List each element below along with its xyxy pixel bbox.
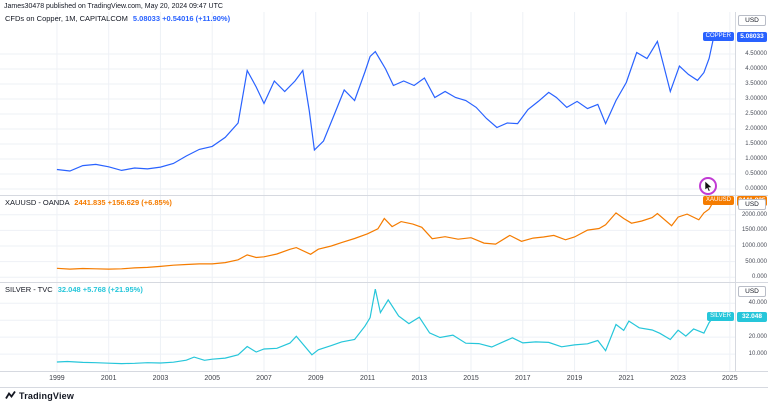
- tradingview-logo-icon: [5, 390, 16, 399]
- price-tick-label: 40.000: [748, 300, 767, 307]
- symbol-label: SILVER: [707, 312, 734, 322]
- time-tick-label: 2005: [204, 375, 220, 382]
- time-tick-label: 2023: [670, 375, 686, 382]
- price-tick-label: 4.00000: [745, 66, 767, 72]
- attribution-text: James30478 published on TradingView.com,…: [4, 2, 223, 10]
- time-tick-label: 2013: [411, 375, 428, 382]
- price-tick-label: 2.50000: [745, 111, 767, 117]
- copper-legend: CFDs on Copper, 1M, CAPITALCOM 5.08033 +…: [5, 14, 230, 23]
- silver-legend: SILVER - TVC 32.048 +5.768 (+21.95%): [5, 285, 143, 294]
- mouse-cursor-icon: [704, 180, 713, 192]
- price-tick-label: 1500.000: [741, 227, 767, 234]
- price-tick-label: 2000.000: [741, 211, 767, 218]
- gold-legend-title: XAUUSD - OANDA: [5, 198, 70, 207]
- price-tick-label: 3.50000: [745, 81, 767, 87]
- price-tick-label: 0.00000: [745, 186, 767, 192]
- gold-legend-values: 2441.835 +156.629 (+6.85%): [74, 198, 172, 207]
- gold-plot-area[interactable]: XAUUSD - OANDA 2441.835 +156.629 (+6.85%…: [0, 196, 735, 282]
- price-tick-label: 4.50000: [745, 51, 767, 57]
- silver-plot-area[interactable]: SILVER - TVC 32.048 +5.768 (+21.95%) SIL…: [0, 283, 735, 371]
- cursor-annotation: [699, 177, 717, 195]
- copper-legend-values: 5.08033 +0.54016 (+11.90%): [132, 14, 231, 23]
- time-tick-label: 2009: [307, 375, 324, 382]
- silver-currency-toggle[interactable]: USD: [738, 286, 766, 297]
- copper-currency-toggle[interactable]: USD: [738, 15, 766, 26]
- price-tick-label: 1000.000: [741, 243, 767, 250]
- price-tick-label: 500.000: [745, 258, 767, 265]
- price-tick-label: 3.00000: [745, 96, 767, 102]
- price-tick-label: 20.000: [748, 334, 767, 341]
- price-tick-label: 0.000: [751, 274, 767, 281]
- time-tick-label: 1999: [49, 375, 65, 382]
- time-tick-label: 2025: [722, 375, 738, 382]
- gold-legend: XAUUSD - OANDA 2441.835 +156.629 (+6.85%…: [5, 198, 172, 207]
- time-axis[interactable]: 1999 2001 2003 2005 2007 2009 2011 2013 2015 2017…: [0, 372, 768, 388]
- pane-copper: CFDs on Copper, 1M, CAPITALCOM 5.08033 +…: [0, 12, 768, 196]
- time-tick-label: 2015: [463, 375, 479, 382]
- silver-line-chart: [0, 283, 735, 371]
- footer-bar: TradingView: [0, 388, 768, 403]
- copper-plot-area[interactable]: CFDs on Copper, 1M, CAPITALCOM 5.08033 +…: [0, 12, 735, 195]
- price-tick-label: 0.50000: [745, 171, 767, 177]
- price-tick-label: 2.00000: [745, 126, 767, 132]
- time-tick-label: 2017: [514, 375, 531, 382]
- copper-line-chart: [0, 12, 735, 195]
- silver-legend-title: SILVER - TVC: [5, 285, 53, 294]
- time-tick-label: 2019: [566, 375, 583, 382]
- time-tick-label: 2011: [359, 375, 376, 382]
- copper-price-axis[interactable]: USD 0.00000 0.50000 1.00000 1.50000 2.00000 2…: [735, 12, 768, 195]
- time-tick-label: 2003: [152, 375, 169, 382]
- silver-legend-values: 32.048 +5.768 (+21.95%): [57, 285, 143, 294]
- time-tick-label: 2021: [618, 375, 635, 382]
- attribution-bar: James30478 published on TradingView.com,…: [0, 0, 768, 12]
- gold-line-chart: [0, 196, 735, 282]
- pane-gold: XAUUSD - OANDA 2441.835 +156.629 (+6.85%…: [0, 195, 768, 283]
- symbol-label: COPPER: [702, 32, 734, 42]
- time-tick-label: 2001: [100, 375, 117, 382]
- price-tick-label: 10.000: [748, 351, 767, 358]
- pane-silver: SILVER - TVC 32.048 +5.768 (+21.95%) SIL…: [0, 283, 768, 372]
- gold-currency-toggle[interactable]: USD: [738, 199, 766, 210]
- tradingview-brand[interactable]: TradingView: [19, 390, 75, 401]
- price-tick-label: 1.00000: [745, 156, 767, 162]
- price-tick-label: 1.50000: [745, 141, 767, 147]
- copper-legend-title: CFDs on Copper, 1M, CAPITALCOM: [5, 14, 128, 23]
- time-tick-label: 2007: [256, 375, 272, 382]
- last-price-label: 5.08033: [737, 31, 767, 42]
- symbol-label: XAUUSD: [702, 196, 734, 206]
- last-price-label: 32.048: [737, 311, 767, 322]
- gold-price-axis[interactable]: USD 0.000 500.000 1000.000 1500.000 2000.000…: [735, 195, 768, 282]
